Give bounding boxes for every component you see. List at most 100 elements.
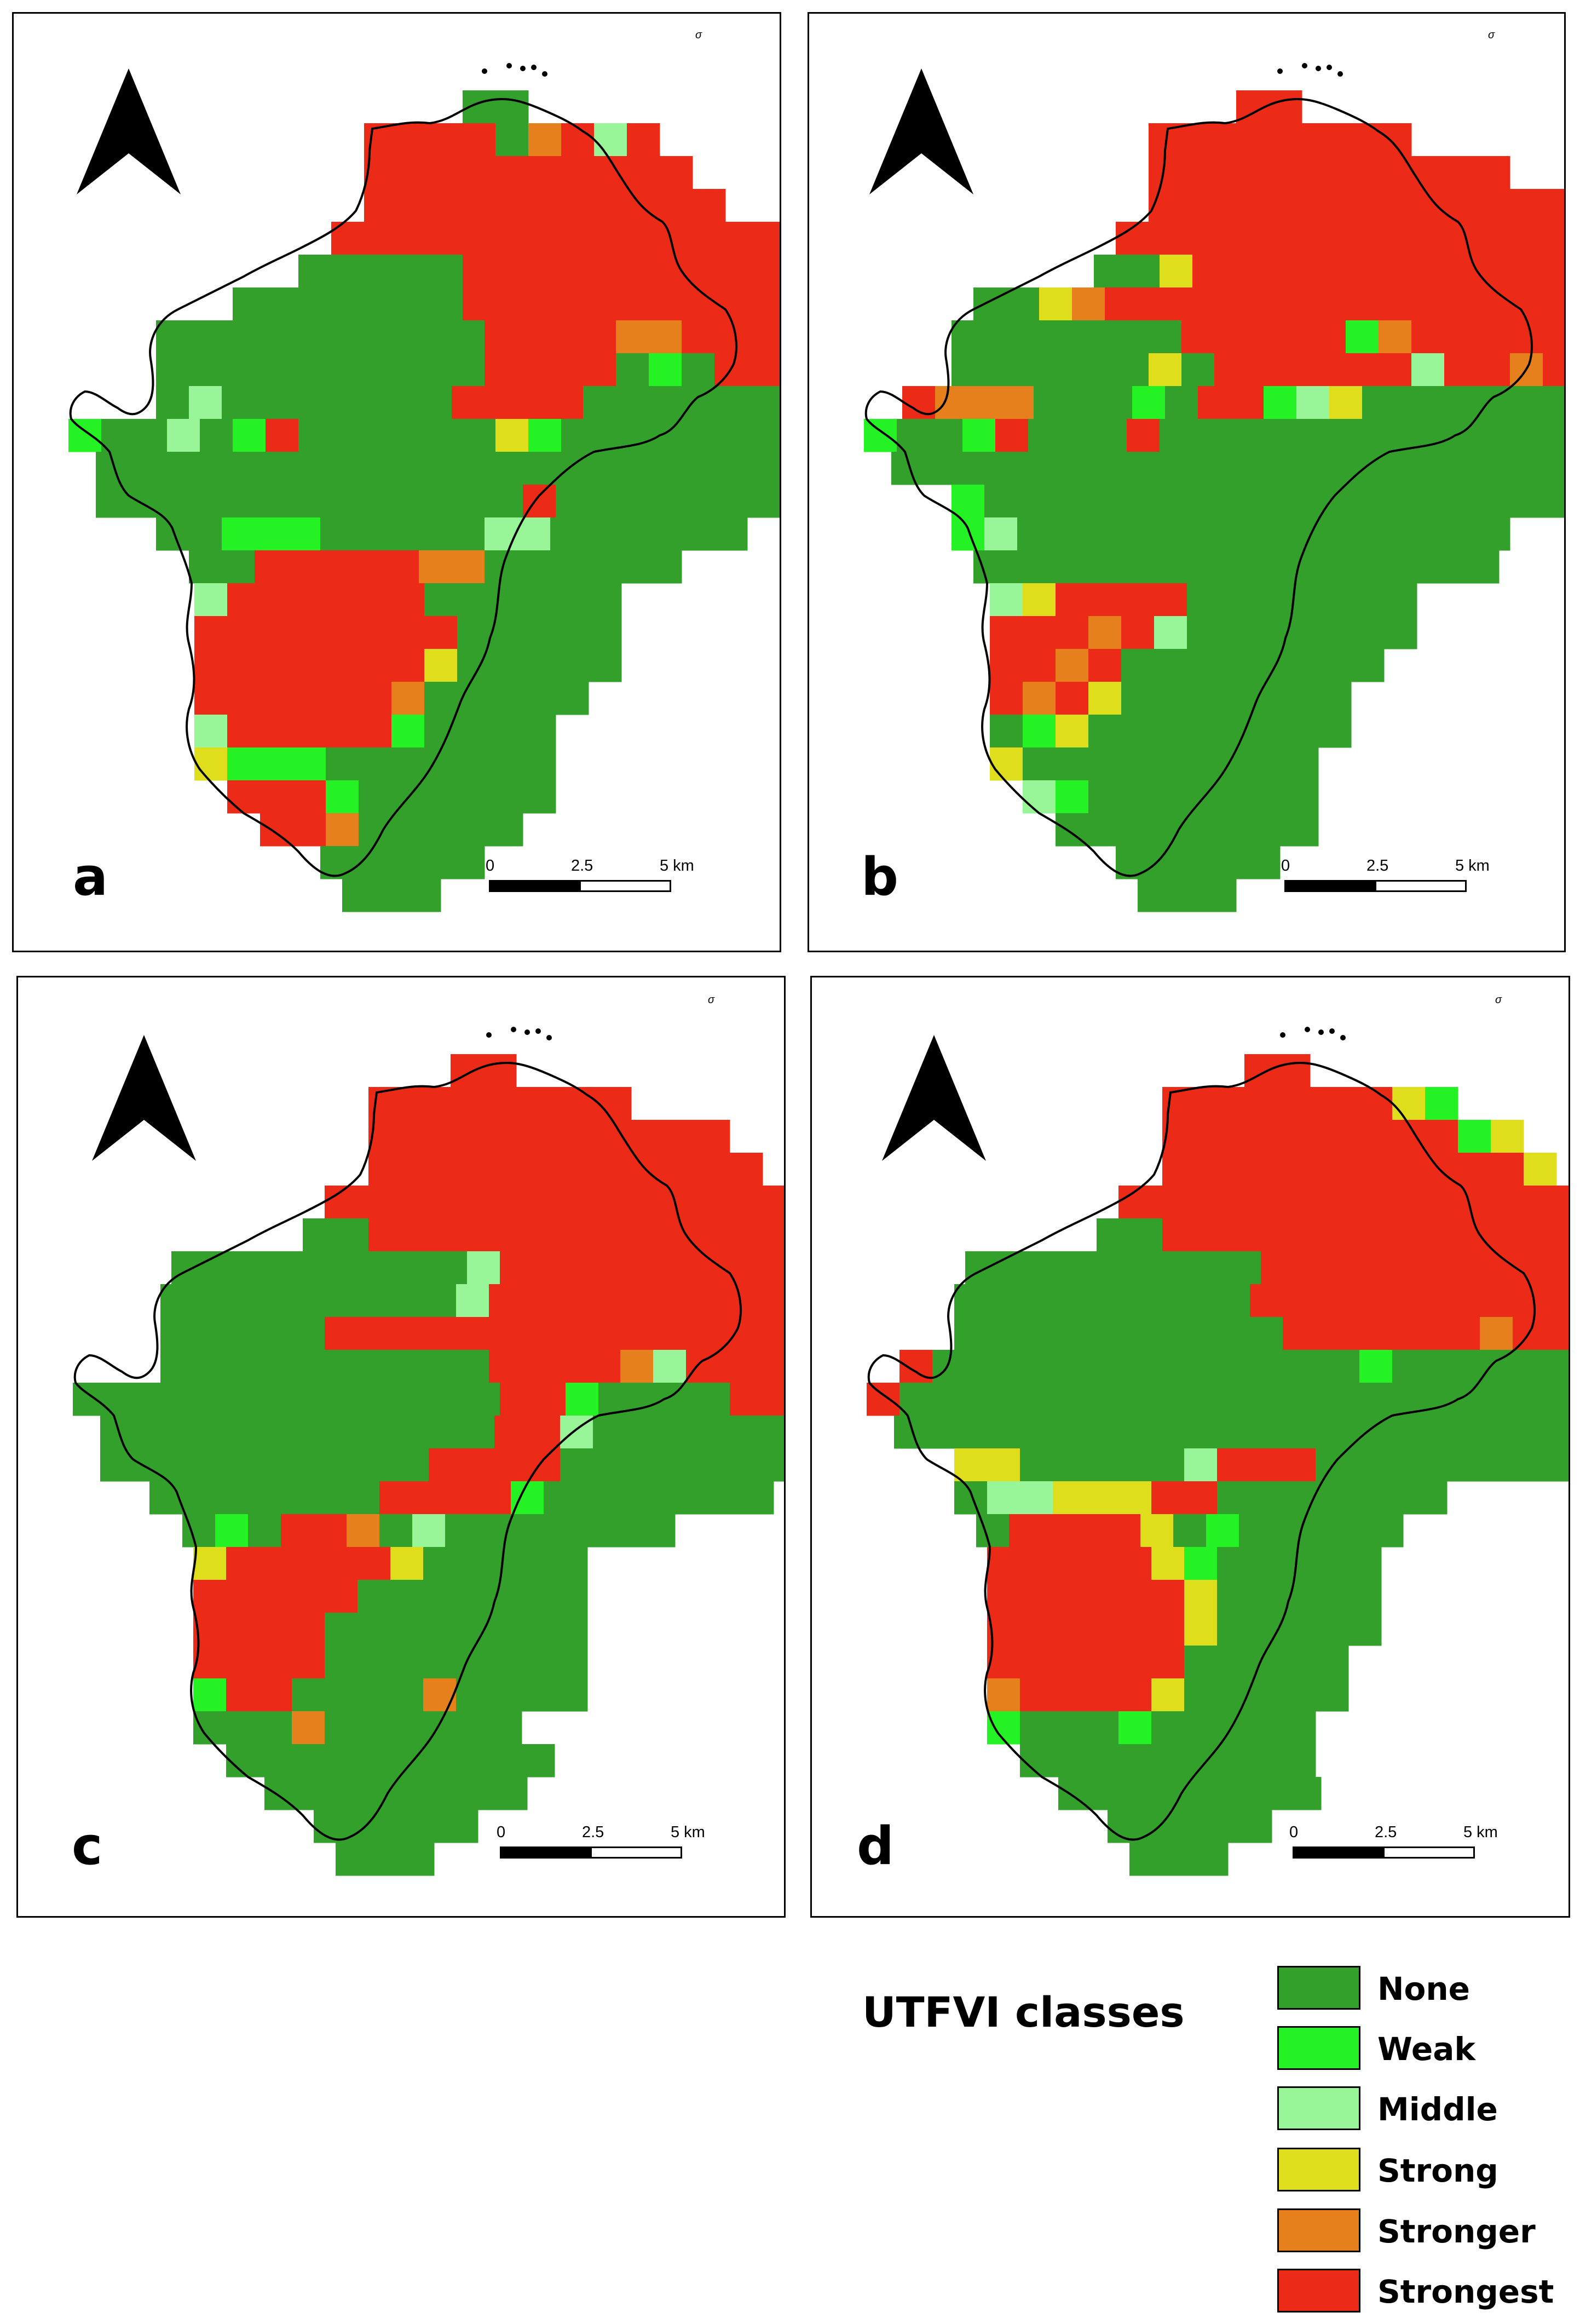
- utfvi-cell: [423, 1613, 457, 1646]
- utfvi-cell: [162, 452, 195, 485]
- utfvi-cell: [533, 1218, 566, 1252]
- utfvi-cell: [741, 1481, 774, 1515]
- utfvi-cell: [1154, 747, 1187, 781]
- utfvi-cell: [485, 320, 518, 354]
- utfvi-cell: [390, 1580, 424, 1613]
- utfvi-cell: [463, 419, 496, 452]
- scale-bar-white: [579, 880, 671, 892]
- utfvi-cell: [1086, 1284, 1119, 1318]
- utfvi-cell: [1195, 1843, 1229, 1876]
- utfvi-cell: [430, 156, 463, 189]
- utfvi-cell: [533, 1251, 566, 1285]
- map-panel-a: σ 0 2.5 5 km a: [12, 12, 781, 952]
- utfvi-cell: [1088, 649, 1122, 682]
- utfvi-cell: [649, 517, 682, 551]
- utfvi-cell: [664, 1120, 697, 1153]
- utfvi-cell: [1056, 649, 1089, 682]
- utfvi-cell: [1154, 616, 1187, 649]
- utfvi-cell: [1247, 189, 1281, 222]
- utfvi-cell: [693, 222, 726, 255]
- legend-swatch: [1277, 2208, 1360, 2252]
- utfvi-cell: [1151, 1678, 1185, 1712]
- utfvi-cell: [1154, 649, 1187, 682]
- map-mark: σ: [1495, 994, 1502, 1006]
- utfvi-cell: [390, 1711, 424, 1745]
- utfvi-cell: [566, 1218, 599, 1252]
- utfvi-cell: [452, 846, 485, 879]
- utfvi-cell: [555, 1350, 588, 1383]
- utfvi-cell: [1247, 320, 1281, 354]
- scale-tick-0: 0: [497, 1823, 506, 1841]
- utfvi-cell: [297, 1416, 331, 1449]
- utfvi-cell: [1127, 419, 1160, 452]
- utfvi-cell: [1250, 1580, 1283, 1613]
- utfvi-cell: [1414, 1481, 1448, 1515]
- utfvi-cell: [780, 386, 781, 419]
- utfvi-cell: [485, 386, 518, 419]
- utfvi-cell: [1283, 1481, 1316, 1515]
- utfvi-cell: [434, 1383, 468, 1416]
- utfvi-cell: [193, 1284, 227, 1318]
- utfvi-cell: [1181, 846, 1215, 879]
- utfvi-cell: [1414, 1317, 1448, 1350]
- utfvi-cell: [100, 1416, 134, 1449]
- utfvi-cell: [391, 583, 425, 617]
- utfvi-cell: [1250, 1711, 1283, 1745]
- utfvi-cell: [287, 353, 321, 387]
- utfvi-cell: [194, 485, 228, 518]
- utfvi-cell: [1253, 780, 1286, 814]
- utfvi-cell: [714, 386, 748, 419]
- utfvi-cell: [1184, 1284, 1218, 1318]
- panel-letter: d: [857, 1816, 895, 1877]
- utfvi-cell: [1543, 485, 1564, 518]
- utfvi-cell: [463, 189, 496, 222]
- scale-tick-mid: 2.5: [1375, 1823, 1397, 1841]
- utfvi-cell: [693, 255, 726, 288]
- utfvi-cell: [467, 1153, 500, 1186]
- utfvi-cell: [326, 616, 359, 649]
- utfvi-cell: [998, 1350, 1031, 1383]
- utfvi-cell: [1313, 189, 1346, 222]
- utfvi-cell: [326, 715, 359, 748]
- islet: [1340, 1035, 1346, 1040]
- utfvi-cell: [1170, 550, 1204, 584]
- utfvi-cell: [260, 747, 293, 781]
- utfvi-cell: [255, 386, 288, 419]
- utfvi-cell: [1184, 1613, 1218, 1646]
- utfvi-cell: [298, 287, 332, 321]
- utfvi-cell: [952, 485, 985, 518]
- utfvi-cell: [266, 287, 299, 321]
- utfvi-cell: [292, 1678, 325, 1712]
- utfvi-cell: [1228, 1251, 1261, 1285]
- utfvi-cell: [1239, 1810, 1272, 1843]
- scale-bar: 0 2.5 5 km: [1289, 1823, 1498, 1867]
- utfvi-cell: [1546, 1186, 1569, 1219]
- utfvi-cell: [1283, 1613, 1316, 1646]
- utfvi-cell: [424, 682, 458, 715]
- utfvi-cell: [589, 616, 622, 649]
- utfvi-cell: [1359, 1251, 1393, 1285]
- utfvi-cell: [424, 583, 458, 617]
- utfvi-cell: [463, 123, 496, 157]
- utfvi-cell: [682, 517, 715, 551]
- utfvi-cell: [1283, 1284, 1316, 1318]
- utfvi-cell: [1160, 419, 1193, 452]
- utfvi-cell: [1187, 747, 1220, 781]
- utfvi-cell: [1214, 222, 1248, 255]
- utfvi-cell: [1187, 682, 1220, 715]
- utfvi-cell: [1428, 386, 1461, 419]
- utfvi-cell: [968, 386, 1001, 419]
- utfvi-cell: [1381, 1481, 1415, 1515]
- utfvi-cell: [1488, 255, 1521, 288]
- utfvi-cell: [292, 1580, 325, 1613]
- utfvi-cell: [204, 1251, 238, 1285]
- utfvi-cell: [1064, 1251, 1097, 1285]
- utfvi-cell: [156, 517, 189, 551]
- utfvi-cell: [293, 485, 326, 518]
- utfvi-cell: [1181, 320, 1215, 354]
- utfvi-cell: [359, 452, 392, 485]
- utfvi-cell: [1411, 156, 1445, 189]
- utfvi-cell: [616, 320, 649, 354]
- utfvi-cell: [423, 1317, 457, 1350]
- utfvi-cell: [1091, 1777, 1125, 1810]
